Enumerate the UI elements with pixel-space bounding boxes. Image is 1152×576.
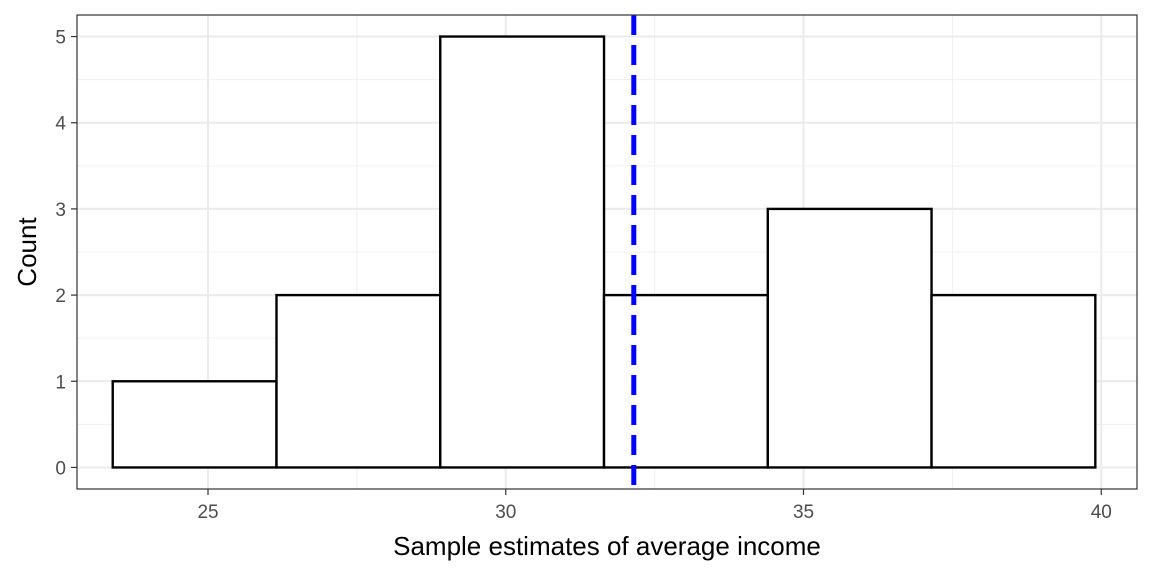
y-tick-label: 4 — [55, 114, 66, 135]
x-tick-label: 30 — [495, 502, 516, 523]
y-tick-label: 2 — [55, 286, 66, 307]
y-tick-label: 1 — [55, 372, 66, 393]
y-tick-label: 5 — [55, 28, 66, 49]
histogram-bars — [111, 35, 1097, 469]
y-axis-ticks: 0 1 2 3 4 5 — [55, 28, 77, 479]
x-axis-title: Sample estimates of average income — [393, 531, 821, 561]
histogram-bar — [766, 207, 933, 469]
histogram-bar — [111, 380, 278, 469]
histogram-bar — [275, 293, 442, 469]
y-tick-label: 3 — [55, 200, 66, 221]
x-tick-label: 25 — [197, 502, 218, 523]
histogram-bar — [930, 293, 1097, 469]
histogram-bar — [439, 35, 606, 469]
plot-panel-border — [76, 14, 1138, 490]
x-tick-label: 35 — [793, 502, 814, 523]
x-axis-ticks: 25 30 35 40 — [197, 489, 1112, 523]
y-tick-label: 0 — [55, 458, 66, 479]
y-axis-title: Count — [12, 217, 42, 287]
histogram-bar — [602, 293, 769, 469]
x-tick-label: 40 — [1091, 502, 1112, 523]
